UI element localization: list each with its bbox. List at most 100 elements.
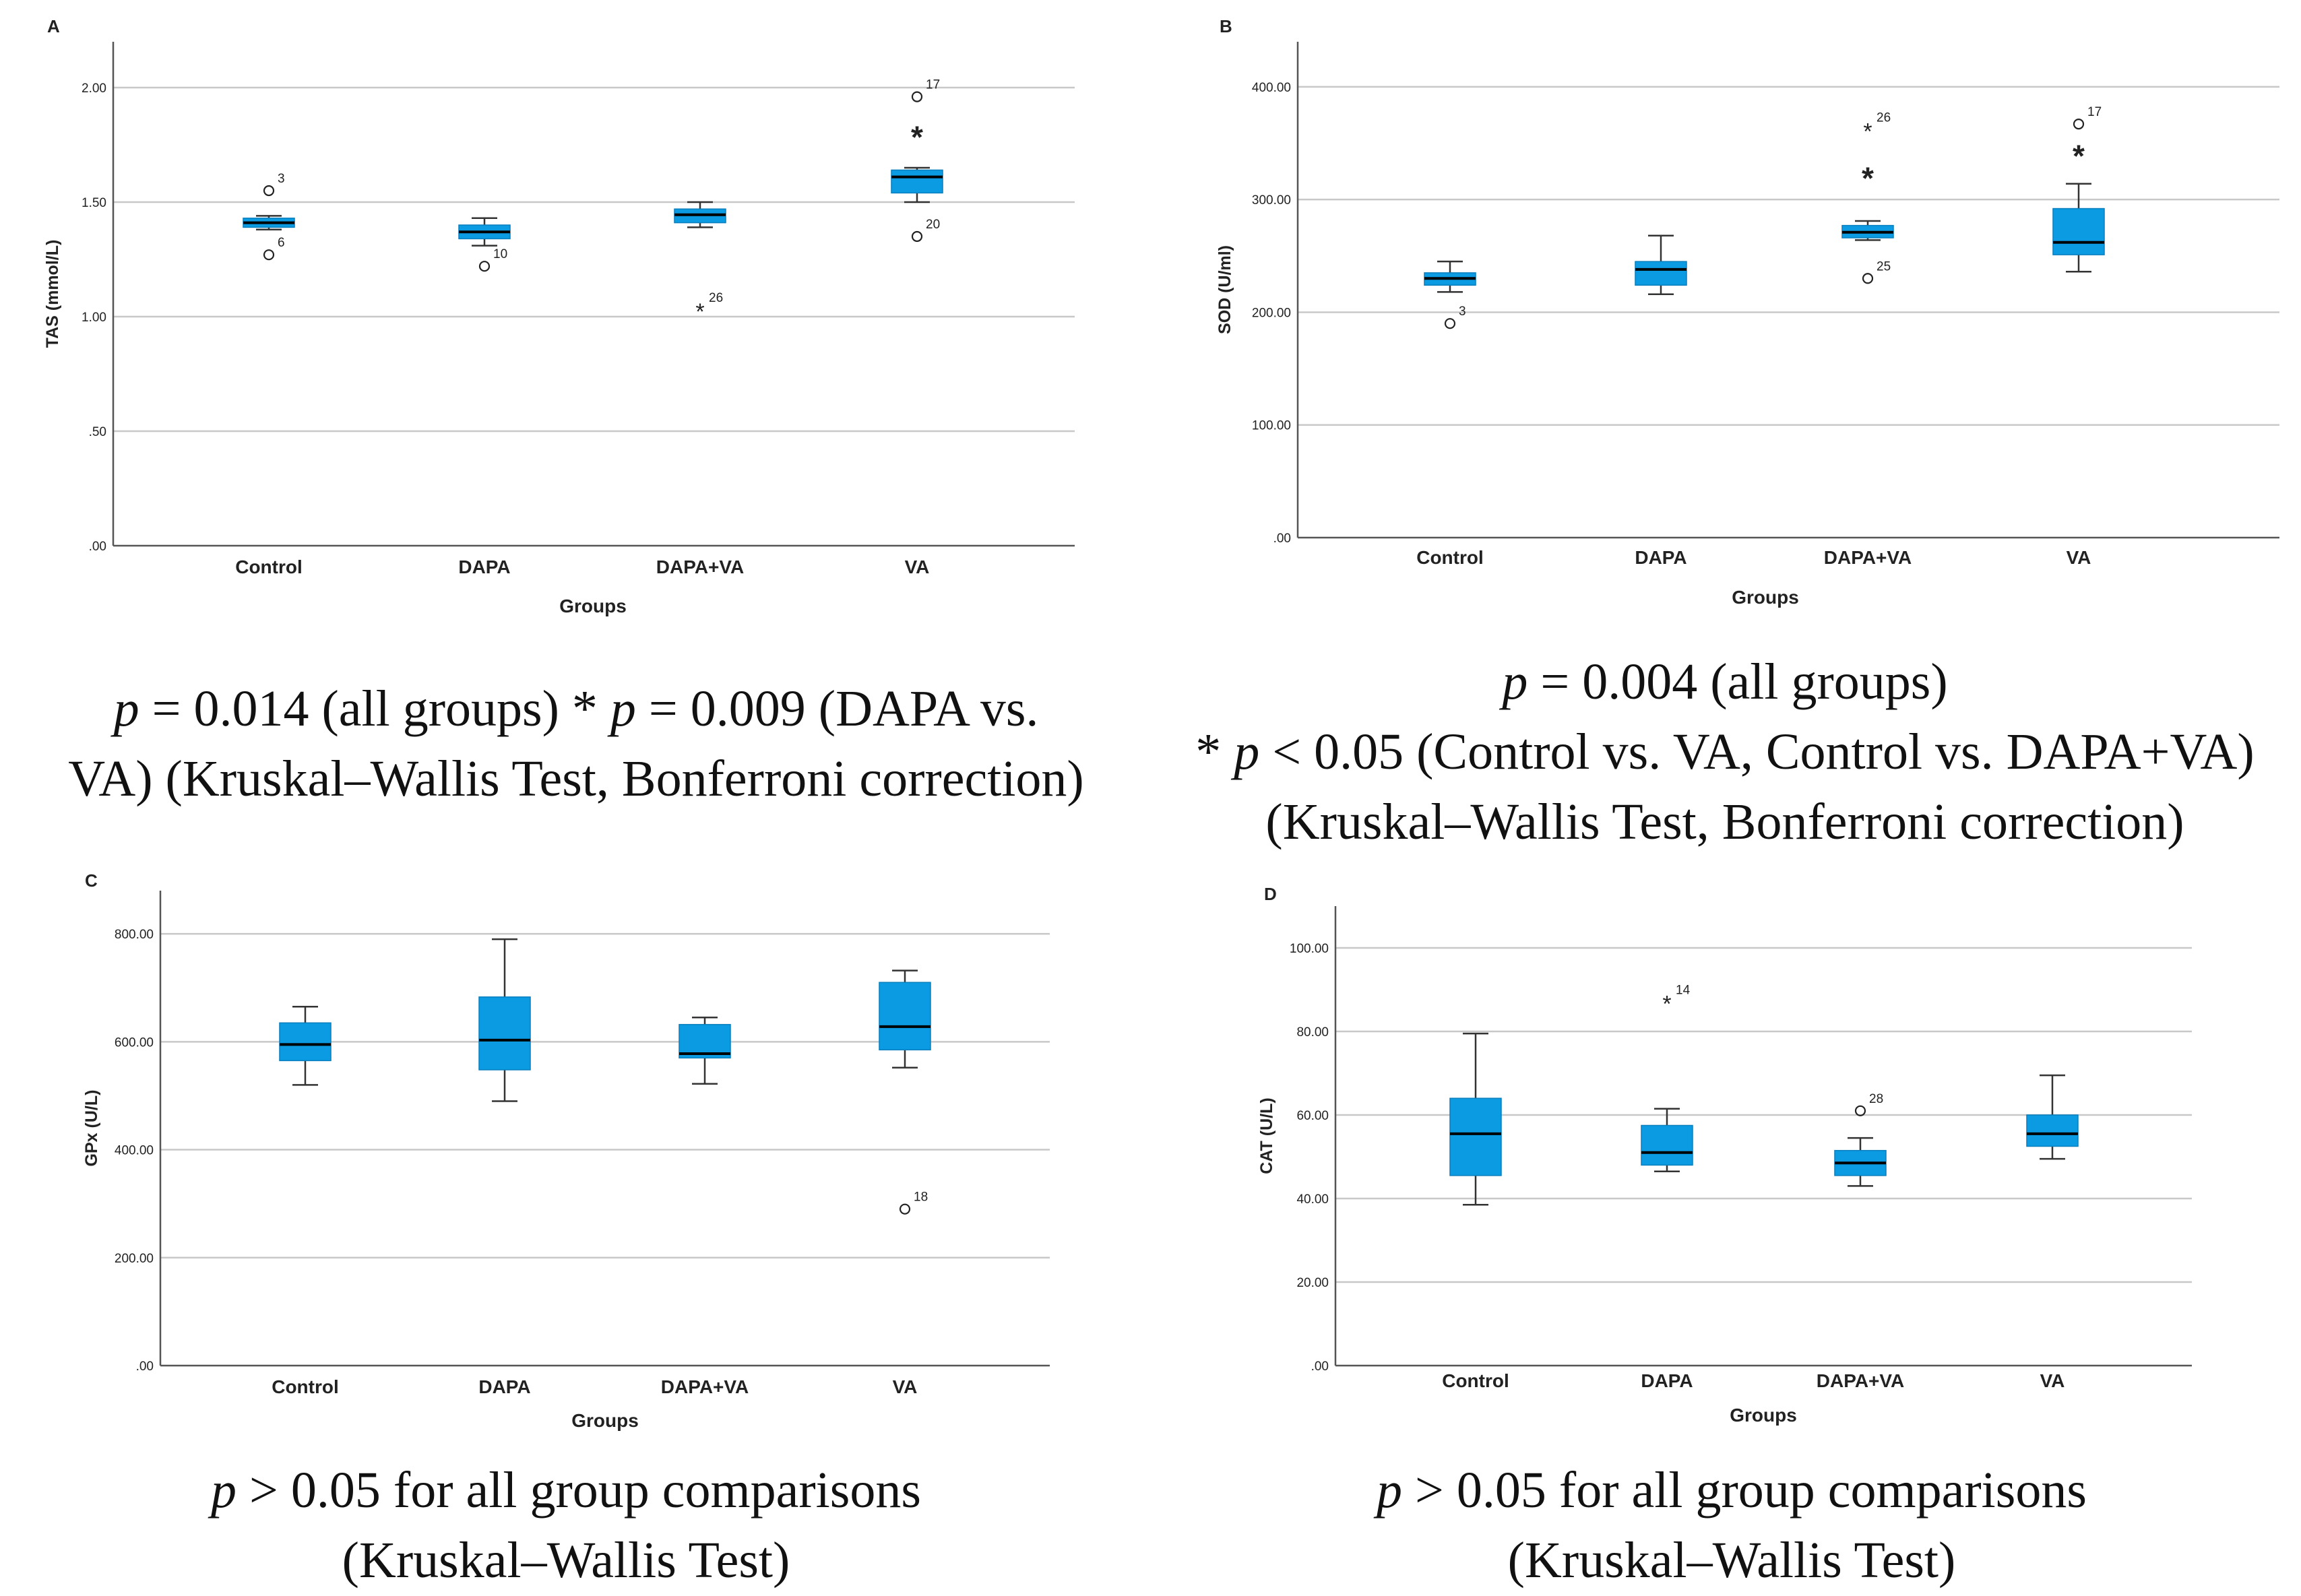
outlier-extreme: * [695,299,704,325]
box-iqr [2052,208,2105,255]
caption-text: (Kruskal–Wallis Test) [1507,1532,1956,1589]
box-iqr [2026,1114,2079,1147]
outlier-extreme: * [1662,992,1671,1017]
x-tick-label: VA [905,556,930,577]
y-tick-label: 20.00 [1296,1276,1329,1290]
x-tick-label: DAPA+VA [661,1376,749,1397]
y-tick-label: 300.00 [1252,193,1291,208]
x-tick-label: Control [1416,547,1484,568]
y-tick-label: 2.00 [82,82,106,96]
box-va [2052,183,2105,273]
outlier-label: 28 [1869,1092,1883,1106]
box-control [279,1005,332,1086]
panel-letter: B [1220,16,1232,36]
x-tick-label: VA [893,1376,918,1397]
box-va [879,969,931,1069]
significance-marker: * [1862,161,1874,196]
caption-line: (Kruskal–Wallis Test, Bonferroni correct… [1159,787,2291,857]
box-va [891,166,943,203]
y-tick-label: 600.00 [115,1035,154,1050]
box-iqr [1641,1124,1693,1166]
x-tick-label: DAPA [458,556,510,577]
caption-text: > 0.05 for all group comparisons [1402,1462,2087,1519]
y-tick-label: 60.00 [1296,1109,1329,1123]
outlier-label: 6 [278,236,285,250]
outlier-label: 3 [1459,305,1466,319]
outlier-point [1444,318,1456,329]
y-axis-title: SOD (U/ml) [1216,245,1234,334]
y-tick-label: .00 [136,1360,154,1374]
caption-p-symbol: p [1234,724,1260,780]
box-dapa-va [1841,220,1894,241]
box-iqr [279,1022,332,1062]
y-tick-label: .00 [89,540,106,554]
y-axis-title: TAS (mmol/L) [43,240,62,348]
x-tick-label: Control [1442,1370,1509,1391]
caption-line: p = 0.014 (all groups) * p = 0.009 (DAPA… [13,674,1139,744]
y-tick-label: .00 [1311,1360,1329,1374]
outlier-point [478,261,491,272]
caption-line: p = 0.004 (all groups) [1159,647,2291,717]
caption-text: = 0.004 (all groups) [1527,653,1948,710]
caption-line: p > 0.05 for all group comparisons [1172,1455,2291,1525]
outlier-label: 26 [709,291,723,305]
outlier-point [2073,119,2085,130]
y-tick-label: 1.00 [82,311,106,325]
caption-line: p > 0.05 for all group comparisons [7,1455,1125,1525]
x-axis-title: Groups [1732,587,1799,608]
caption-text: < 0.05 (Control vs. VA, Control vs. DAPA… [1259,724,2255,780]
y-tick-label: 200.00 [1252,306,1291,320]
significance-marker: * [2073,138,2085,173]
x-axis-title: Groups [1730,1405,1797,1426]
y-tick-label: 1.50 [82,196,106,210]
plot-b: B .00 100.00 200.00 300.00 400.00 SOD (U/ml) Co… [1216,16,2279,608]
y-axis-title: GPx (U/L) [82,1090,101,1167]
panel-letter: A [47,16,60,36]
caption-text: * [1195,724,1234,780]
caption-text: = 0.014 (all groups) * [139,680,610,737]
x-tick-label: Control [272,1376,339,1397]
x-tick-label: VA [2067,547,2091,568]
caption-line: (Kruskal–Wallis Test) [1172,1525,2291,1595]
outlier-label: 25 [1877,259,1891,274]
x-axis-title: Groups [559,596,627,616]
y-tick-label: 200.00 [115,1252,154,1266]
outlier-point [1854,1105,1866,1116]
caption-c: p > 0.05 for all group comparisons (Krusk… [7,1455,1125,1595]
caption-b: p = 0.004 (all groups) * p < 0.05 (Contro… [1159,647,2291,857]
y-tick-label: 400.00 [115,1144,154,1158]
caption-text: = 0.009 (DAPA vs. [635,680,1039,737]
box-dapa [458,217,511,247]
panel-letter: D [1264,884,1277,904]
y-tick-label: 80.00 [1296,1025,1329,1040]
caption-a: p = 0.014 (all groups) * p = 0.009 (DAPA… [13,674,1139,814]
box-dapa-va [679,1017,731,1085]
plot-a: A .00 .50 1.00 1.50 2.00 TAS (mmol/L) Control DA… [43,16,1075,616]
box-iqr [891,169,943,194]
caption-p-symbol: p [211,1462,237,1519]
box-dapa [478,938,531,1102]
x-tick-label: VA [2040,1370,2065,1391]
x-tick-label: DAPA+VA [1817,1370,1904,1391]
box-iqr [1449,1097,1502,1176]
outlier-label: 17 [2087,105,2102,119]
plot-d: D .00 20.00 40.00 60.00 80.00 100.00 CAT (U/L) C… [1257,884,2192,1426]
outlier-point [263,185,275,197]
box-va [2026,1074,2079,1160]
outlier-point [899,1203,911,1215]
caption-text: > 0.05 for all group comparisons [237,1462,921,1519]
caption-p-symbol: p [610,680,636,737]
outlier-label: 26 [1877,110,1891,125]
box-dapa-va [674,201,726,228]
outlier-point [911,91,923,102]
y-tick-label: .00 [1273,532,1291,546]
caption-text: (Kruskal–Wallis Test) [342,1532,790,1589]
box-control [1449,1032,1502,1206]
outlier-point [1862,273,1874,284]
outlier-label: 10 [493,247,507,261]
x-tick-label: DAPA [1641,1370,1693,1391]
caption-text: (Kruskal–Wallis Test, Bonferroni correct… [1265,794,2184,850]
caption-line: * p < 0.05 (Control vs. VA, Control vs. … [1159,717,2291,787]
x-tick-label: DAPA+VA [1824,547,1912,568]
